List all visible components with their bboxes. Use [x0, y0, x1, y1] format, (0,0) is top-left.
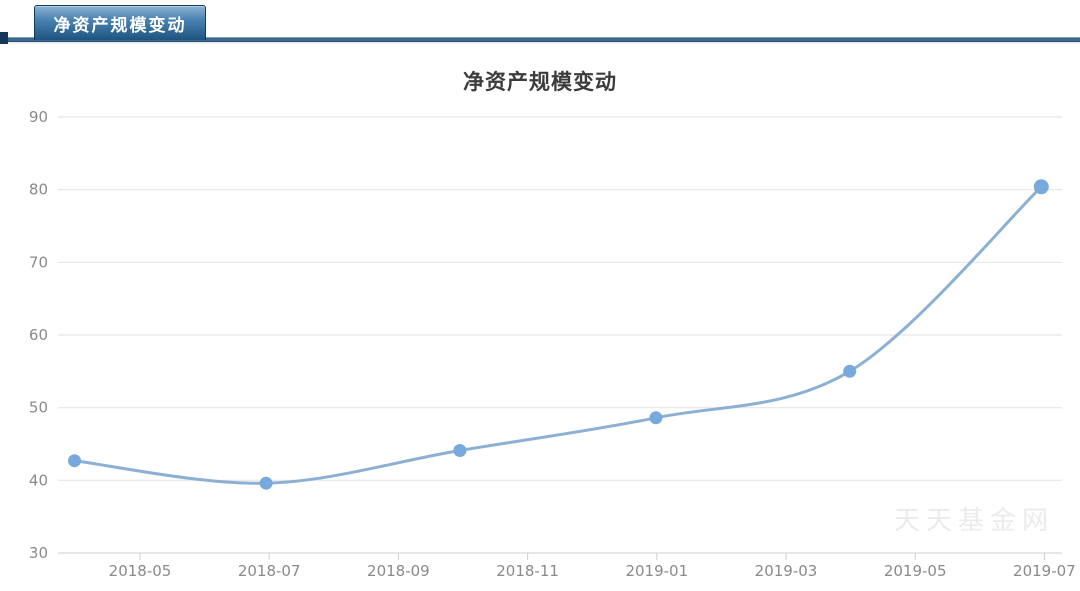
tab-bar: 净资产规模变动	[0, 0, 1080, 40]
data-point[interactable]	[259, 476, 273, 490]
chart-title: 净资产规模变动	[463, 70, 617, 94]
x-tick-label: 2019-07	[1013, 562, 1076, 580]
x-tick-label: 2019-01	[625, 562, 688, 580]
y-tick-label: 70	[29, 253, 48, 271]
tab-net-asset-change[interactable]: 净资产规模变动	[34, 5, 206, 40]
data-point[interactable]	[843, 364, 857, 378]
data-point[interactable]	[68, 454, 81, 468]
x-tick-label: 2019-05	[884, 562, 947, 580]
y-tick-label: 60	[29, 326, 48, 344]
x-tick-label: 2018-05	[109, 562, 172, 580]
x-tick-label: 2018-07	[238, 562, 301, 580]
y-tick-label: 50	[29, 399, 48, 417]
tab-label: 净资产规模变动	[53, 15, 187, 36]
divider-left-cap	[0, 32, 8, 44]
x-tick-label: 2018-09	[367, 562, 430, 580]
data-point[interactable]	[649, 411, 663, 425]
y-tick-label: 90	[29, 108, 48, 126]
data-point[interactable]	[1033, 179, 1049, 195]
y-tick-label: 40	[29, 471, 48, 489]
header-divider-shadow	[0, 42, 1080, 45]
x-tick-label: 2019-03	[755, 562, 818, 580]
series-line	[73, 185, 1043, 485]
header-divider	[0, 37, 1080, 42]
data-point[interactable]	[453, 444, 467, 457]
x-tick-label: 2018-11	[496, 562, 559, 580]
y-tick-label: 80	[29, 181, 48, 199]
y-tick-label: 30	[29, 544, 48, 562]
